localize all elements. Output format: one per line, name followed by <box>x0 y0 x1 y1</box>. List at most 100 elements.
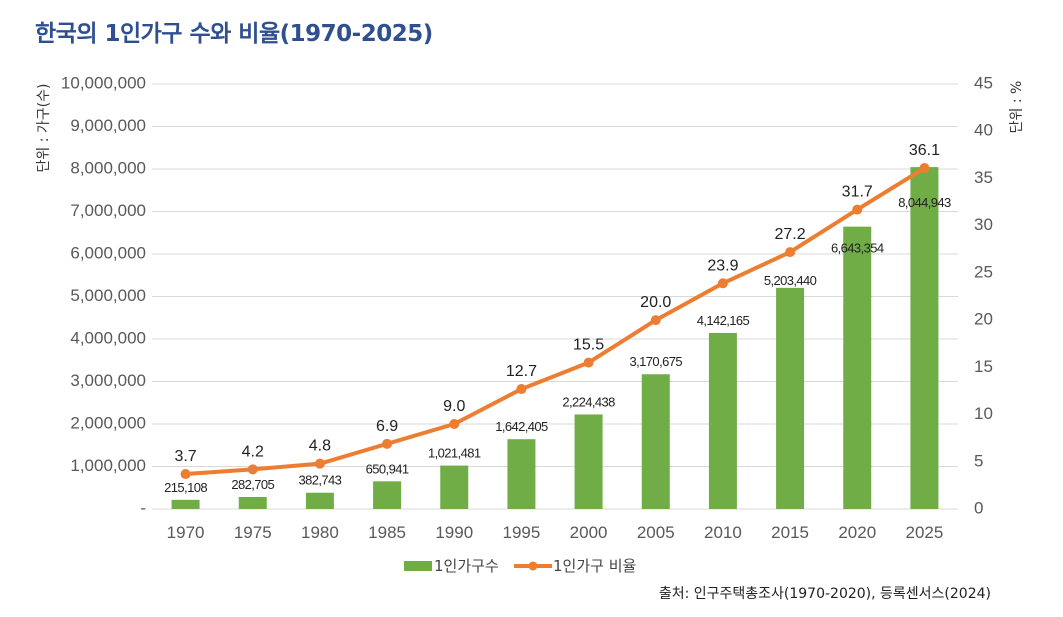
right-tick-label: 20 <box>974 310 993 329</box>
left-tick-label: 10,000,000 <box>61 73 146 92</box>
line-data-label: 15.5 <box>573 337 604 354</box>
right-tick-label: 45 <box>974 73 993 92</box>
x-tick-label: 1990 <box>435 523 473 542</box>
line-data-label: 9.0 <box>443 398 465 415</box>
line-data-label: 36.1 <box>909 142 940 159</box>
legend-swatch-marker <box>528 561 538 571</box>
bar <box>641 374 670 509</box>
bar-data-label: 3,170,675 <box>630 354 683 369</box>
x-tick-label: 2015 <box>771 523 809 542</box>
bar-data-label: 215,108 <box>164 480 207 495</box>
right-tick-label: 25 <box>974 262 993 281</box>
bar-data-label: 6,643,354 <box>831 241 884 256</box>
line-marker <box>785 247 796 258</box>
bar <box>440 465 469 509</box>
bar-data-label: 5,203,440 <box>764 273 817 288</box>
bar-data-label: 2,224,438 <box>562 394 615 409</box>
left-tick-label: 9,000,000 <box>70 116 146 135</box>
right-tick-label: 35 <box>974 168 993 187</box>
right-tick-label: 30 <box>974 215 993 234</box>
right-tick-label: 15 <box>974 357 993 376</box>
line-marker <box>449 419 460 429</box>
x-tick-label: 2000 <box>570 523 608 542</box>
line-marker <box>516 384 527 395</box>
bar <box>776 287 805 509</box>
bar <box>708 332 737 509</box>
bar <box>171 499 200 509</box>
left-tick-label: 8,000,000 <box>70 158 146 177</box>
line-marker <box>650 315 661 326</box>
bar-data-label: 1,021,481 <box>428 446 481 461</box>
line-data-label: 4.8 <box>309 438 331 455</box>
chart-title: 한국의 1인가구 수와 비율(1970-2025) <box>35 21 433 47</box>
left-tick-label: 2,000,000 <box>70 413 146 432</box>
left-tick-label: 5,000,000 <box>70 286 146 305</box>
bar-data-label: 4,142,165 <box>697 313 750 328</box>
x-tick-label: 1995 <box>503 523 541 542</box>
bar <box>305 492 334 509</box>
x-tick-label: 1985 <box>368 523 406 542</box>
x-tick-label: 2005 <box>637 523 675 542</box>
line-data-label: 6.9 <box>376 418 398 435</box>
x-axis-ticks: 1970 1975 1980 1985 1990 1995 2000 2005 2010 2015… <box>167 523 944 542</box>
x-tick-label: 2010 <box>704 523 742 542</box>
x-tick-label: 1975 <box>234 523 272 542</box>
x-tick-label: 1980 <box>301 523 339 542</box>
line-data-label: 4.2 <box>242 443 264 460</box>
bar <box>507 439 536 509</box>
line-marker <box>314 458 325 469</box>
bar-data-label: 382,743 <box>299 473 342 488</box>
line-data-labels: 3.7 4.2 4.8 6.9 9.0 12.7 15.5 20.0 23.9 27.2 31.7 3… <box>174 142 940 465</box>
line-data-label: 31.7 <box>842 184 873 201</box>
line-marker <box>382 438 393 449</box>
legend: 1인가구수 1인가구 비율 <box>404 557 636 575</box>
line-marker <box>180 469 191 480</box>
right-tick-label: 10 <box>974 404 993 423</box>
line-path <box>185 166 926 477</box>
right-tick-label: 40 <box>974 121 993 140</box>
right-axis-title: 단위 : % <box>1009 81 1025 134</box>
left-axis-title: 단위 : 가구(수) <box>36 84 52 173</box>
bar-data-label: 8,044,943 <box>898 195 951 210</box>
gridlines <box>152 83 958 510</box>
left-tick-label: 4,000,000 <box>70 328 146 347</box>
left-tick-label: 6,000,000 <box>70 243 146 262</box>
source-note: 출처: 인구주택총조사(1970-2020), 등록센서스(2024) <box>659 586 991 602</box>
bar-series <box>171 167 939 510</box>
left-tick-label: 3,000,000 <box>70 371 146 390</box>
legend-label-bar: 1인가구수 <box>434 557 499 575</box>
right-tick-label: 5 <box>974 451 983 470</box>
line-marker <box>717 278 728 289</box>
bar <box>910 167 939 510</box>
bar <box>373 481 402 509</box>
left-tick-label: 1,000,000 <box>70 456 146 475</box>
legend-label-line: 1인가구 비율 <box>553 557 636 575</box>
line-marker <box>852 204 863 215</box>
line-data-label: 12.7 <box>506 363 537 380</box>
line-data-label: 23.9 <box>707 257 738 274</box>
bar <box>574 414 603 509</box>
bar-data-labels: 215,108 282,705 382,743 650,941 1,021,481 1,6… <box>164 195 951 495</box>
line-data-label: 3.7 <box>174 448 196 465</box>
x-tick-label: 2025 <box>906 523 944 542</box>
line-data-label: 27.2 <box>775 226 806 243</box>
bar-data-label: 1,642,405 <box>495 419 548 434</box>
x-tick-label: 1970 <box>167 523 205 542</box>
bar <box>238 496 267 509</box>
line-marker <box>247 464 258 475</box>
left-tick-label: 7,000,000 <box>70 201 146 220</box>
line-marker <box>919 163 930 174</box>
bar <box>843 226 872 509</box>
line-series <box>180 163 930 480</box>
right-axis-ticks: 0 5 10 15 20 25 30 35 40 45 <box>974 73 993 517</box>
left-tick-label: - <box>140 498 146 517</box>
bar-data-label: 650,941 <box>366 461 409 476</box>
right-tick-label: 0 <box>974 498 983 517</box>
line-data-label: 20.0 <box>640 294 671 311</box>
x-tick-label: 2020 <box>838 523 876 542</box>
legend-swatch-bar <box>404 561 432 571</box>
line-marker <box>583 357 594 368</box>
left-axis-ticks: - 1,000,000 2,000,000 3,000,000 4,000,000 5,0… <box>61 73 146 517</box>
bar-data-label: 282,705 <box>231 477 274 492</box>
